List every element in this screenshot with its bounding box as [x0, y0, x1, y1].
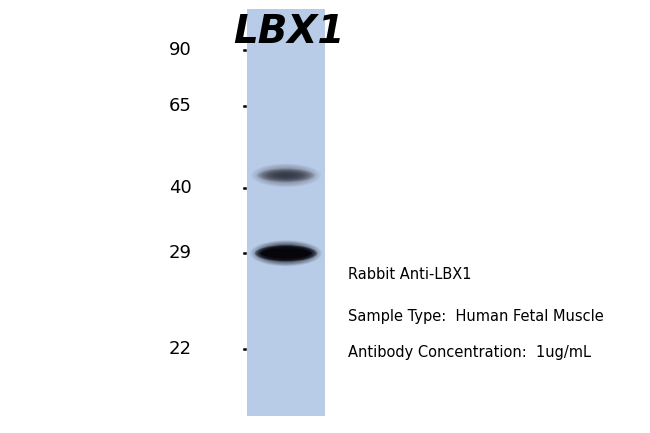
Ellipse shape [258, 246, 314, 261]
Ellipse shape [256, 242, 316, 264]
Ellipse shape [257, 165, 315, 185]
Ellipse shape [280, 174, 292, 177]
Ellipse shape [275, 171, 297, 179]
Ellipse shape [279, 252, 293, 255]
Ellipse shape [285, 175, 287, 176]
Ellipse shape [274, 173, 298, 178]
Ellipse shape [263, 168, 309, 183]
Ellipse shape [262, 167, 310, 184]
Ellipse shape [252, 164, 320, 187]
Ellipse shape [265, 168, 307, 183]
Ellipse shape [266, 246, 306, 261]
Ellipse shape [281, 252, 291, 255]
Ellipse shape [253, 241, 319, 265]
Ellipse shape [278, 250, 294, 256]
Text: 90: 90 [169, 41, 192, 59]
Ellipse shape [268, 169, 304, 181]
Ellipse shape [279, 251, 293, 256]
Text: Sample Type:  Human Fetal Muscle: Sample Type: Human Fetal Muscle [348, 309, 603, 323]
Ellipse shape [270, 171, 302, 179]
Ellipse shape [265, 170, 307, 181]
Ellipse shape [280, 251, 292, 255]
Ellipse shape [260, 244, 312, 263]
Ellipse shape [276, 173, 296, 178]
Ellipse shape [270, 249, 302, 257]
Ellipse shape [259, 243, 313, 263]
Text: Antibody Concentration:  1ug/mL: Antibody Concentration: 1ug/mL [348, 346, 591, 360]
Ellipse shape [259, 166, 313, 184]
Text: 65: 65 [169, 97, 192, 115]
Ellipse shape [263, 247, 309, 259]
Ellipse shape [257, 168, 315, 182]
Ellipse shape [283, 252, 289, 254]
Ellipse shape [274, 249, 298, 258]
Ellipse shape [250, 240, 322, 266]
Ellipse shape [261, 245, 311, 262]
Ellipse shape [270, 248, 302, 259]
Text: 22: 22 [169, 339, 192, 358]
Ellipse shape [265, 246, 307, 261]
Ellipse shape [261, 167, 311, 184]
Ellipse shape [279, 173, 293, 178]
Text: LBX1: LBX1 [233, 13, 345, 51]
Ellipse shape [261, 249, 311, 258]
Ellipse shape [259, 169, 313, 182]
Ellipse shape [285, 253, 287, 254]
Ellipse shape [269, 170, 303, 181]
Ellipse shape [267, 248, 305, 259]
Ellipse shape [268, 171, 304, 180]
Ellipse shape [276, 251, 296, 256]
Ellipse shape [272, 172, 300, 178]
Ellipse shape [272, 171, 300, 180]
Ellipse shape [258, 166, 314, 185]
Ellipse shape [263, 245, 309, 262]
Ellipse shape [283, 174, 289, 176]
Ellipse shape [269, 247, 303, 259]
Text: 40: 40 [169, 179, 192, 197]
Text: Rabbit Anti-LBX1: Rabbit Anti-LBX1 [348, 268, 471, 282]
Ellipse shape [273, 249, 299, 258]
Ellipse shape [262, 247, 310, 260]
Text: 29: 29 [169, 244, 192, 262]
Ellipse shape [272, 248, 300, 259]
Ellipse shape [261, 169, 311, 181]
Ellipse shape [281, 252, 291, 255]
Ellipse shape [268, 249, 304, 258]
Ellipse shape [283, 252, 289, 254]
Ellipse shape [278, 251, 294, 255]
Ellipse shape [254, 165, 318, 186]
Ellipse shape [278, 174, 294, 177]
Ellipse shape [255, 165, 317, 186]
Ellipse shape [284, 253, 288, 254]
Ellipse shape [263, 170, 309, 181]
Ellipse shape [272, 250, 300, 257]
Ellipse shape [265, 248, 307, 259]
Ellipse shape [278, 172, 294, 178]
Ellipse shape [276, 172, 296, 179]
Ellipse shape [274, 171, 298, 180]
Ellipse shape [252, 241, 320, 266]
Ellipse shape [260, 246, 312, 260]
Ellipse shape [254, 242, 318, 265]
Ellipse shape [282, 174, 290, 177]
Ellipse shape [266, 169, 306, 182]
Ellipse shape [280, 174, 292, 177]
Ellipse shape [282, 174, 290, 176]
Bar [247, 9, 325, 416]
Ellipse shape [255, 245, 317, 262]
Ellipse shape [270, 170, 302, 181]
Ellipse shape [266, 171, 306, 180]
Ellipse shape [276, 250, 296, 257]
Ellipse shape [284, 175, 288, 176]
Ellipse shape [267, 246, 305, 260]
Ellipse shape [257, 243, 315, 264]
Ellipse shape [274, 250, 298, 256]
Ellipse shape [257, 246, 315, 261]
